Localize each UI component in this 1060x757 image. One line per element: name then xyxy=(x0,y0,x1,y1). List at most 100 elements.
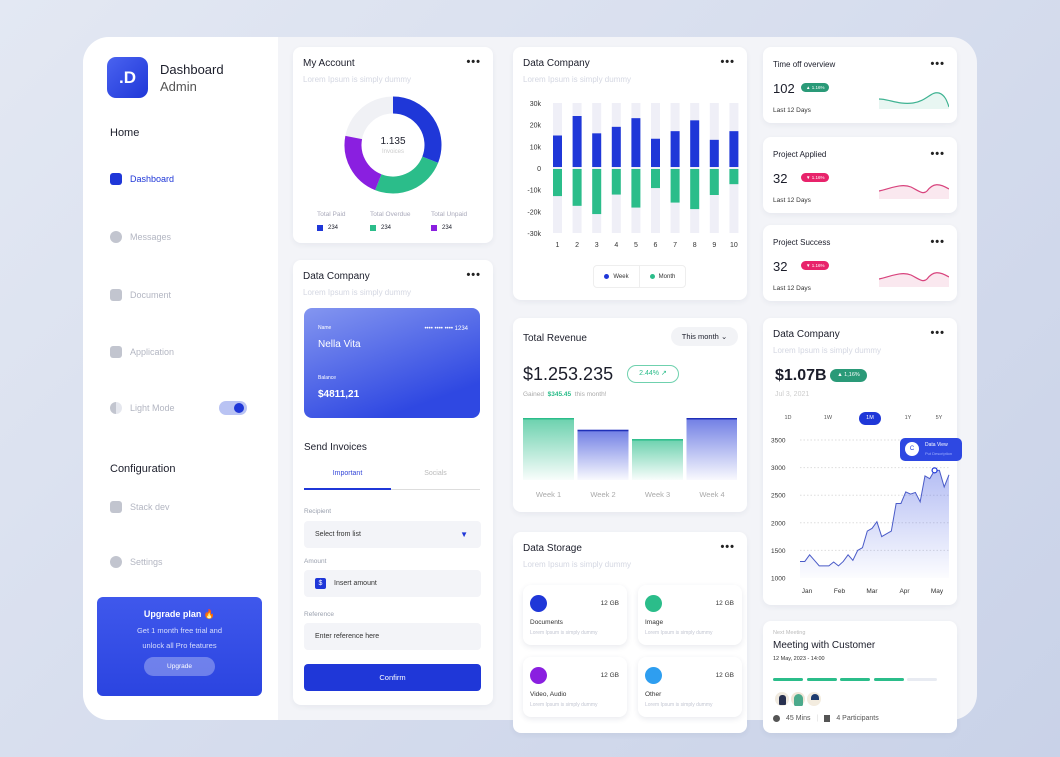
tooltip-title: Data View xyxy=(925,442,948,448)
card-title: Total Revenue xyxy=(523,333,587,344)
chevron-down-icon: ⌄ xyxy=(720,332,728,341)
legend-swatch xyxy=(431,225,437,231)
chart-legend: Week Month xyxy=(593,265,686,288)
stat-card: Project Applied ••• 32 ▼ 1.16% Last 12 Days xyxy=(763,137,957,213)
bar-track xyxy=(592,103,602,233)
tooltip-avatar: C xyxy=(905,442,919,456)
sparkline xyxy=(879,272,949,287)
bar-month xyxy=(651,169,660,189)
bar-month xyxy=(611,169,621,195)
send-invoices-title: Send Invoices xyxy=(304,442,367,453)
legend-swatch xyxy=(370,225,376,231)
tab-important[interactable]: Important xyxy=(332,470,363,477)
legend-item: Total Unpaid 234 xyxy=(431,211,468,231)
image-icon xyxy=(645,595,662,612)
data-company-line-card: Data Company Lorem Ipsum is simply dummy… xyxy=(763,318,962,605)
more-menu-icon[interactable]: ••• xyxy=(466,56,481,68)
reference-input[interactable]: Enter reference here xyxy=(304,623,481,650)
y-tick-label: 20k xyxy=(530,123,542,130)
company-value: $1.07B xyxy=(775,367,827,384)
bar-track xyxy=(690,103,700,233)
amount-input[interactable]: $ Insert amount xyxy=(304,570,481,597)
sidebar-item-stack-dev[interactable]: Stack dev xyxy=(110,501,170,513)
sidebar-item-dashboard[interactable]: Dashboard xyxy=(110,173,174,185)
more-menu-icon[interactable]: ••• xyxy=(466,269,481,281)
storage-tile[interactable]: 12 GB Image Lorem Ipsum is simply dummy xyxy=(638,585,742,645)
legend-week[interactable]: Week xyxy=(594,266,640,287)
bar-week xyxy=(611,126,621,167)
date-label: Jul 3, 2021 xyxy=(775,391,810,398)
sidebar-item-document[interactable]: Document xyxy=(110,289,171,301)
donut-slice-0 xyxy=(392,96,442,163)
bar-week xyxy=(631,118,641,167)
range-1M[interactable]: 1M xyxy=(859,412,881,425)
progress-segment xyxy=(773,678,803,681)
y-tick-label: 1000 xyxy=(771,576,786,583)
recipient-select[interactable]: Select from list ▼ xyxy=(304,521,481,548)
revenue-bar xyxy=(686,418,737,480)
period-dropdown[interactable]: This month ⌄ xyxy=(671,327,738,346)
sidebar-item-messages[interactable]: Messages xyxy=(110,231,171,243)
next-meeting-label: Next Meeting xyxy=(773,630,806,636)
range-1Y[interactable]: 1Y xyxy=(904,415,912,421)
x-tick-label: 5 xyxy=(634,242,638,249)
card-title: Data Company xyxy=(523,58,590,69)
bar-track xyxy=(651,103,660,233)
bar-month xyxy=(572,169,582,206)
stat-value: 102 xyxy=(773,81,795,96)
range-5Y[interactable]: 5Y xyxy=(935,415,943,421)
change-badge: ▲ 1.16% xyxy=(801,83,830,92)
stat-card: Project Success ••• 32 ▼ 1.16% Last 12 Days xyxy=(763,225,957,301)
data-company-wallet-card: Data Company Lorem Ipsum is simply dummy… xyxy=(293,260,493,705)
trend-up-icon: ↗ xyxy=(660,370,667,377)
more-menu-icon[interactable]: ••• xyxy=(930,58,945,70)
confirm-button[interactable]: Confirm xyxy=(304,664,481,691)
x-tick-label: 9 xyxy=(712,242,716,249)
tab-socials[interactable]: Socials xyxy=(424,470,447,477)
x-tick-label: Jan xyxy=(802,588,813,595)
card-title: Data Storage xyxy=(523,543,582,554)
video-icon xyxy=(530,667,547,684)
revenue-bar-cap xyxy=(632,439,683,441)
x-tick-label: Mar xyxy=(866,588,878,595)
gear-icon xyxy=(110,556,122,568)
total-revenue-card: Total Revenue This month ⌄ $1.253.235 2.… xyxy=(513,318,747,512)
legend-month[interactable]: Month xyxy=(640,266,685,287)
recipient-value: Select from list xyxy=(315,531,361,538)
upgrade-button[interactable]: Upgrade xyxy=(144,657,215,676)
change-badge: ▼ 1.16% xyxy=(801,261,830,270)
storage-tile[interactable]: 12 GB Other Lorem Ipsum is simply dummy xyxy=(638,657,742,717)
storage-tile[interactable]: 12 GB Video, Audio Lorem Ipsum is simply d… xyxy=(523,657,627,717)
x-tick-label: 8 xyxy=(693,242,697,249)
range-1W[interactable]: 1W xyxy=(823,415,833,421)
x-tick-label: 1 xyxy=(556,242,560,249)
card-holder-name: Nella Vita xyxy=(318,339,361,350)
sidebar-item-settings[interactable]: Settings xyxy=(110,556,163,568)
sidebar: .D Dashboard Admin Home Dashboard Messag… xyxy=(83,37,278,720)
more-menu-icon[interactable]: ••• xyxy=(720,56,735,68)
more-menu-icon[interactable]: ••• xyxy=(720,541,735,553)
revenue-bar xyxy=(632,439,683,480)
bar-week xyxy=(670,131,680,167)
upgrade-text: Get 1 month free trial and xyxy=(136,626,223,635)
credit-card[interactable]: Name •••• •••• •••• 1234 Nella Vita Bala… xyxy=(304,308,480,418)
more-menu-icon[interactable]: ••• xyxy=(930,327,945,339)
meeting-participants: 4 Participants xyxy=(836,715,879,722)
range-1D[interactable]: 1D xyxy=(784,415,792,421)
x-tick-label: 10 xyxy=(730,242,738,249)
stat-card: Time off overview ••• 102 ▲ 1.16% Last 12 Da… xyxy=(763,47,957,123)
more-menu-icon[interactable]: ••• xyxy=(930,148,945,160)
more-menu-icon[interactable]: ••• xyxy=(930,236,945,248)
bar-track xyxy=(611,103,621,233)
sidebar-item-application[interactable]: Application xyxy=(110,346,174,358)
meeting-datetime: 12 May, 2023 - 14:00 xyxy=(773,656,825,662)
light-mode-toggle[interactable] xyxy=(219,401,247,415)
bar-week xyxy=(690,120,700,167)
bar-week xyxy=(651,138,660,167)
stat-period: Last 12 Days xyxy=(773,285,811,292)
bar-week xyxy=(729,131,739,167)
storage-tile[interactable]: 12 GB Documents Lorem Ipsum is simply dumm… xyxy=(523,585,627,645)
y-tick-label: 2500 xyxy=(771,493,786,500)
upgrade-text: unlock all Pro features xyxy=(142,641,217,650)
card-subtitle: Lorem Ipsum is simply dummy xyxy=(523,560,632,569)
